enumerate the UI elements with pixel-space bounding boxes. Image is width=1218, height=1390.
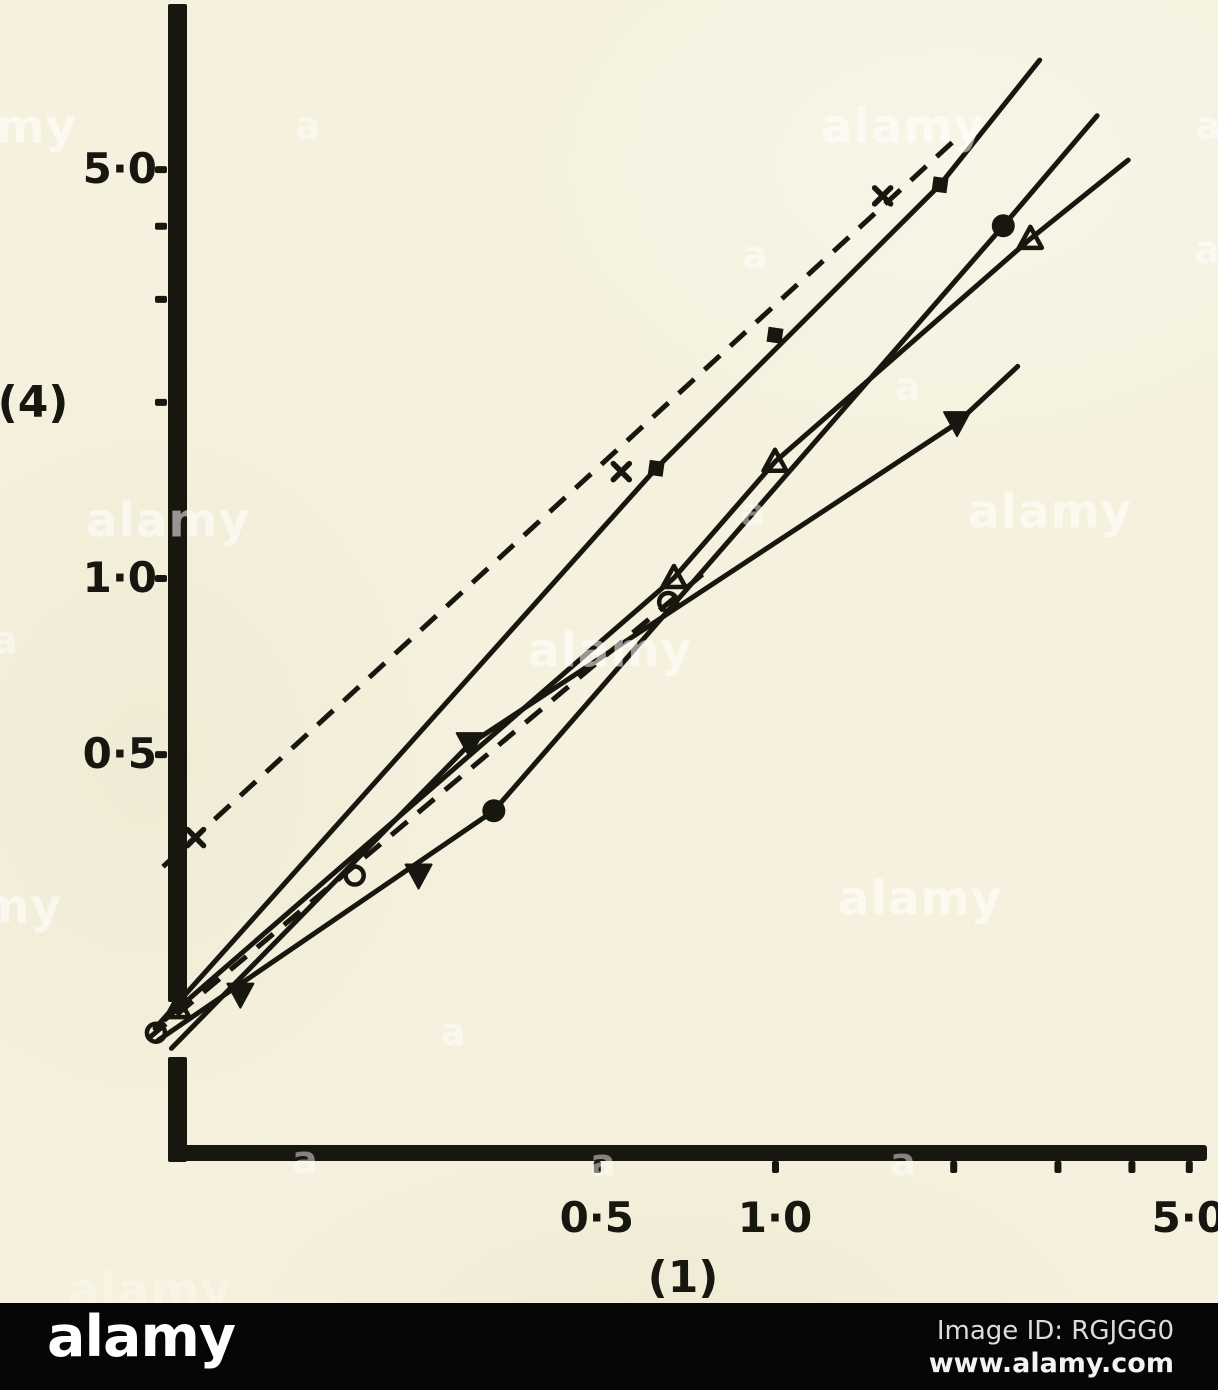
y-tick-label: 0·5 (83, 729, 157, 778)
marker-square (647, 459, 665, 477)
x-tick (1185, 1161, 1193, 1173)
y-tick (155, 295, 167, 303)
marker-triangle-open (660, 563, 688, 590)
marker-triangle-down (455, 732, 484, 759)
alamy-logo: alamy (47, 1304, 236, 1370)
image-id: Image ID: RGJGG0 (936, 1316, 1174, 1346)
y-tick (155, 575, 167, 582)
marker-circle-filled (482, 799, 506, 823)
marker-circle-open (144, 1021, 168, 1044)
marker-triangle-open (1016, 224, 1045, 251)
series-line-open-triangle-solid (162, 157, 1131, 1022)
marker-cross (184, 826, 207, 849)
series-line-cross-dashed (161, 135, 960, 869)
y-tick (155, 398, 167, 406)
x-tick-label: 0·5 (560, 1193, 634, 1242)
x-tick (1128, 1161, 1136, 1173)
y-axis-bar (168, 4, 187, 1002)
x-tick-label: 1·0 (738, 1193, 812, 1242)
y-tick-label: 1·0 (83, 553, 157, 602)
y-tick (155, 222, 167, 230)
series-line-filled-triangle-solid (168, 363, 1021, 1051)
series-line-filled-square-solid (152, 57, 1043, 1031)
loglog-chart: 5·0 1·0 0·5 0·5 1·0 5·0 (4) (1) (0, 4, 1218, 1303)
y-tick (155, 166, 167, 174)
x-axis-bar (168, 1145, 1207, 1161)
marker-circle-filled (991, 214, 1015, 238)
x-tick-label: 5·0 (1152, 1193, 1218, 1242)
marker-triangle-open (164, 993, 192, 1020)
x-axis-title: (1) (648, 1252, 719, 1303)
footer-bar: alamy Image ID: RGJGG0 www.alamy.com (0, 1303, 1218, 1390)
y-axis-title: (4) (0, 377, 68, 428)
marker-triangle-down (226, 982, 255, 1009)
alamy-url: www.alamy.com (928, 1348, 1174, 1380)
marker-square (766, 326, 784, 344)
axis-corner-vertical (168, 1057, 187, 1162)
series-line-filled-circle-solid (155, 113, 1100, 1043)
x-tick (1054, 1161, 1062, 1173)
y-tick-label: 5·0 (83, 144, 157, 193)
marker-cross (610, 460, 633, 483)
image-meta: Image ID: RGJGG0 www.alamy.com (929, 1315, 1174, 1381)
marker-circle-open (656, 590, 680, 614)
x-tick (950, 1161, 958, 1173)
y-tick (155, 751, 167, 759)
marker-triangle-down (943, 411, 972, 438)
marker-circle-open (343, 864, 366, 887)
x-tick (772, 1161, 779, 1173)
marker-triangle-open (761, 447, 789, 474)
marker-cross (871, 185, 894, 207)
marker-triangle-down (404, 863, 433, 890)
x-tick (593, 1161, 601, 1173)
marker-square (931, 176, 949, 194)
